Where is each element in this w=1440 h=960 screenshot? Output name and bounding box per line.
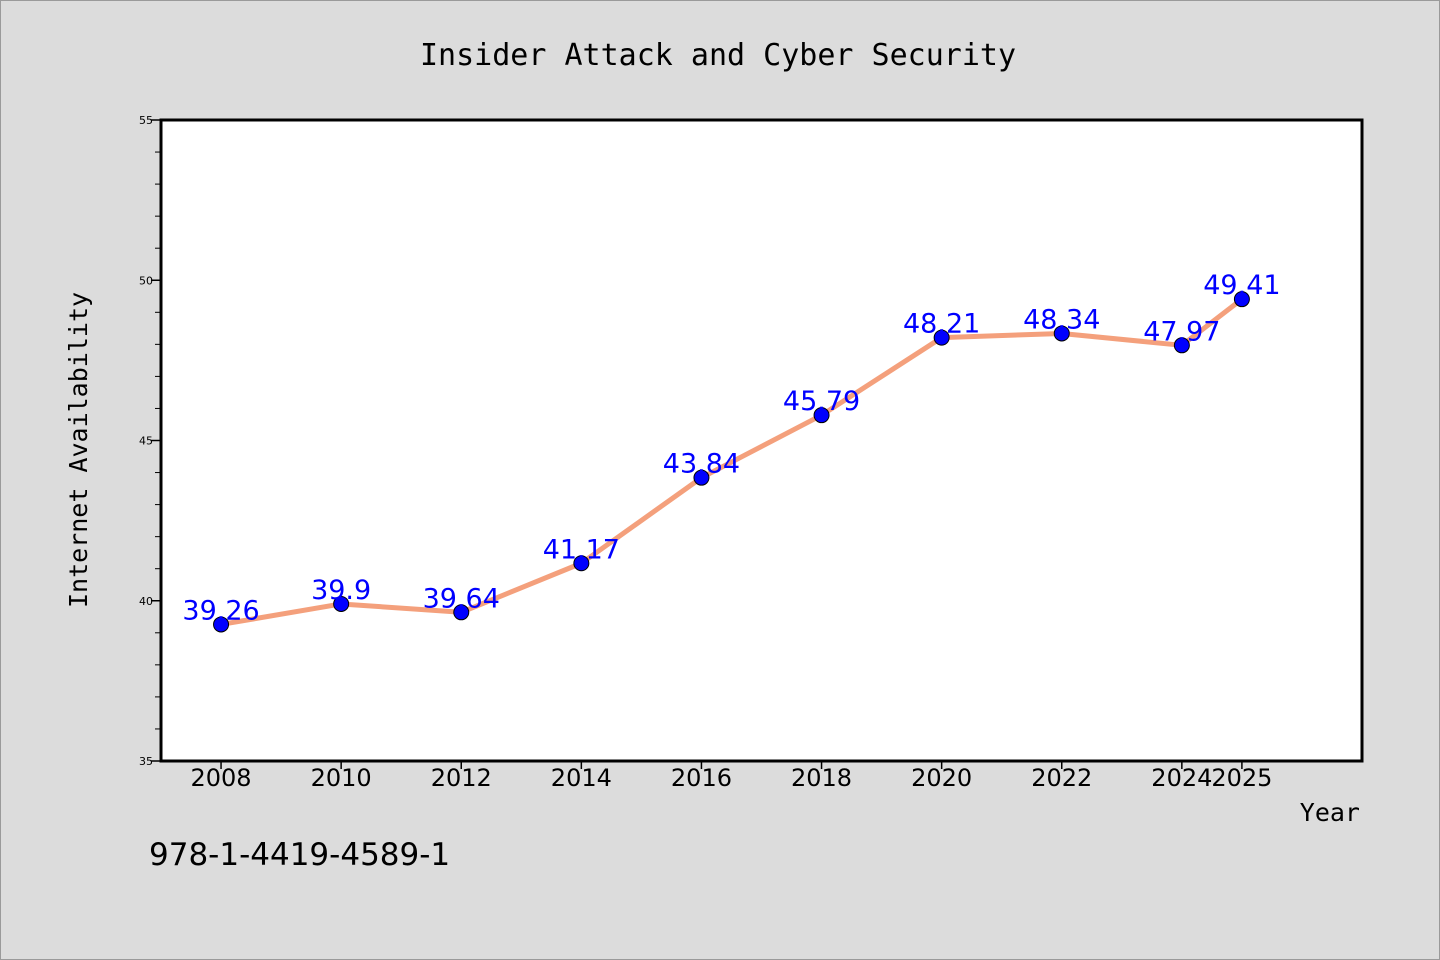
x-tick-label: 2024 — [1151, 764, 1212, 792]
data-markers — [213, 291, 1250, 633]
x-tick-label: 2008 — [191, 764, 252, 792]
y-axis-label: Internet Availability — [64, 292, 93, 608]
data-point — [333, 595, 350, 612]
y-axis-ticks: 35 40 45 50 55 — [139, 114, 161, 768]
y-tick-label: 50 — [139, 274, 153, 287]
series-line — [218, 296, 1245, 627]
x-tick-label: 2020 — [911, 764, 972, 792]
data-label: 43.84 — [663, 449, 740, 480]
x-tick-label: 2025 — [1211, 764, 1272, 792]
data-point — [1173, 337, 1190, 354]
data-label: 47.97 — [1143, 316, 1220, 347]
y-tick-label: 40 — [139, 595, 153, 608]
data-label: 41.17 — [543, 534, 620, 565]
x-tick-label: 2022 — [1031, 764, 1092, 792]
isbn-footnote: 978-1-4419-4589-1 — [149, 837, 450, 873]
x-tick-label: 2016 — [671, 764, 732, 792]
chart-title: Insider Attack and Cyber Security — [420, 38, 1016, 73]
x-tick-label: 2018 — [791, 764, 852, 792]
data-label: 39.26 — [182, 595, 259, 626]
data-label: 45.79 — [783, 386, 860, 417]
y-tick-label: 45 — [139, 435, 153, 448]
data-point — [573, 555, 590, 572]
data-label: 48.34 — [1023, 304, 1100, 335]
data-point — [213, 616, 230, 633]
y-tick-label: 35 — [139, 755, 153, 768]
x-axis-label: Year — [1300, 798, 1360, 827]
data-labels: 39.26 39.9 39.64 41.17 43.84 45.79 48.21 48.34 4… — [182, 270, 1280, 626]
y-minor-ticks — [155, 151, 161, 730]
x-tick-label: 2014 — [551, 764, 612, 792]
y-tick-label: 55 — [139, 114, 153, 127]
data-point — [933, 329, 950, 346]
data-label: 49.41 — [1203, 270, 1280, 301]
data-point — [1233, 291, 1250, 308]
data-point — [1053, 325, 1070, 342]
data-label: 39.64 — [423, 583, 500, 614]
data-point — [693, 469, 710, 486]
x-tick-label: 2012 — [431, 764, 492, 792]
data-point — [813, 407, 830, 424]
x-tick-label: 2010 — [311, 764, 372, 792]
plot-area — [159, 118, 1364, 763]
data-label: 48.21 — [903, 309, 980, 340]
data-point — [453, 604, 470, 621]
data-label: 39.9 — [311, 575, 371, 606]
